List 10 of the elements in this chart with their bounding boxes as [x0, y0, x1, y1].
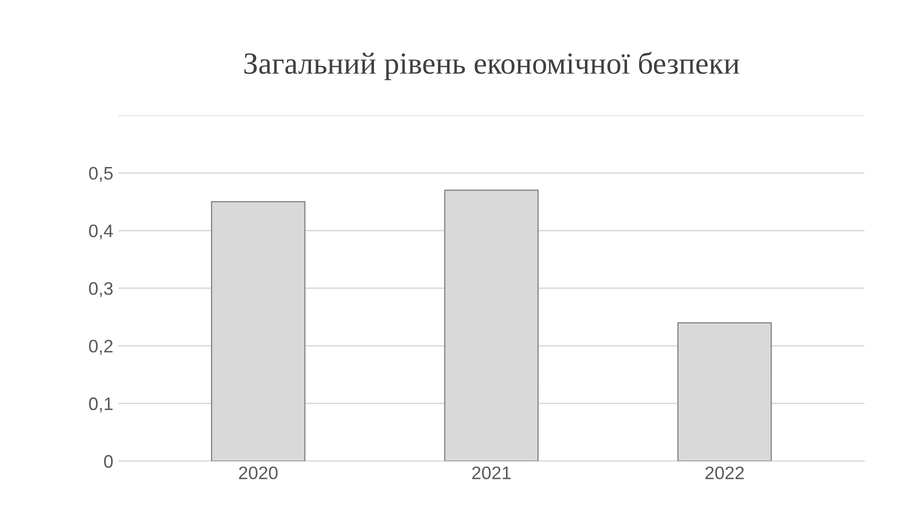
x-tick-label: 2021: [472, 466, 511, 480]
y-tick-label: 0,1: [89, 397, 113, 412]
y-tick-label: 0: [104, 455, 113, 468]
y-tick-label: 0,3: [89, 282, 113, 298]
chart-title: Загальний рівень економічної безпеки: [244, 52, 740, 80]
y-tick-label: 0,5: [89, 166, 113, 182]
y-tick-label: 0,2: [89, 340, 113, 355]
y-tick-label: 0,4: [89, 224, 113, 240]
x-tick-label: 2022: [705, 466, 744, 480]
x-tick-label: 2020: [239, 466, 278, 480]
